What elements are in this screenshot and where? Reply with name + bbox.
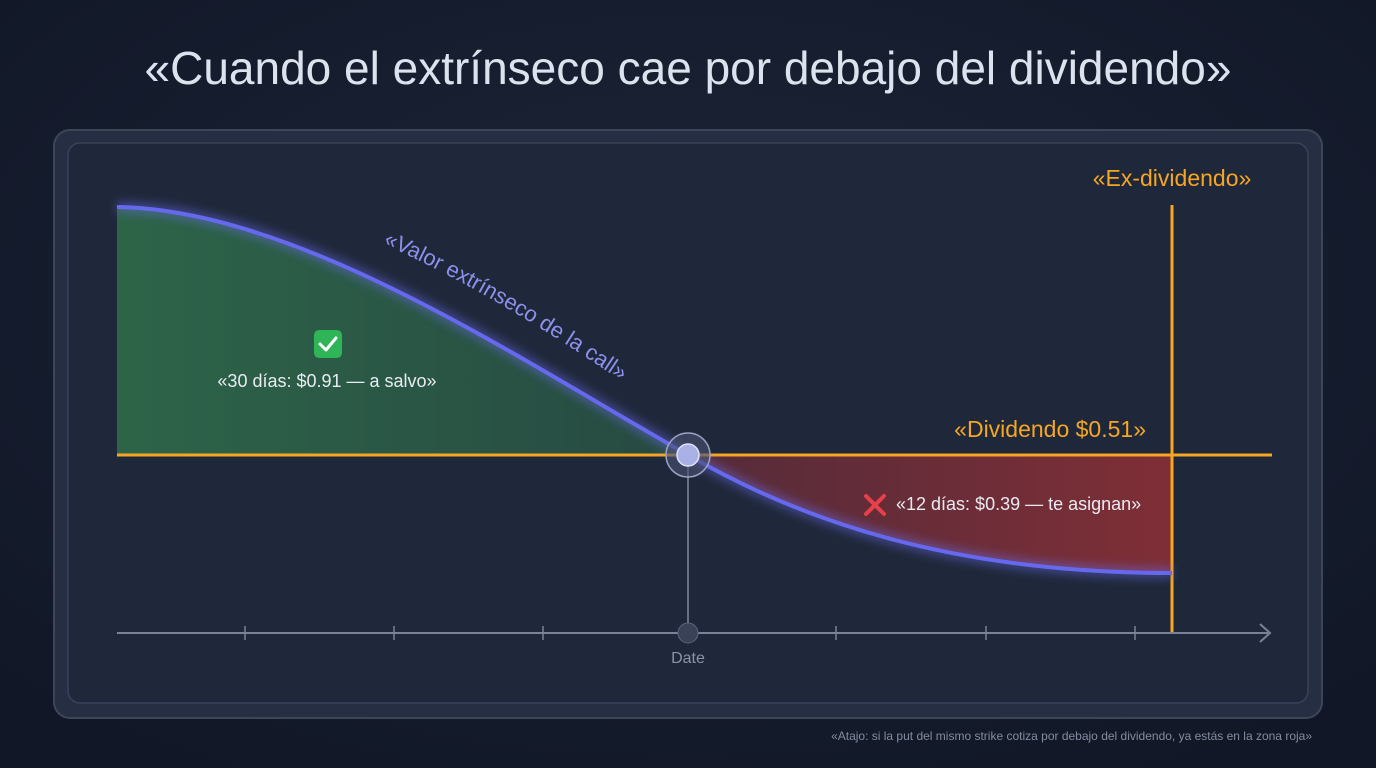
ex-dividend-label: «Ex-dividendo»	[1093, 165, 1252, 191]
risk-area	[688, 455, 1172, 573]
check-mark	[318, 336, 338, 352]
risk-note: «12 días: $0.39 — te asignan»	[896, 494, 1141, 514]
footnote: «Atajo: si la put del mismo strike cotiz…	[831, 729, 1312, 743]
crossing-date-dot	[677, 622, 699, 644]
title: «Cuando el extrínseco cae por debajo del…	[145, 42, 1232, 94]
check-icon	[314, 330, 342, 358]
x-icon	[864, 494, 886, 516]
safe-area	[117, 207, 688, 455]
axis-ticks	[244, 626, 1136, 640]
dividend-label: «Dividendo $0.51»	[954, 416, 1146, 442]
crossing-point	[676, 443, 700, 467]
safe-note: «30 días: $0.91 — a salvo»	[217, 371, 436, 391]
x-axis-label: Date	[671, 650, 705, 667]
axis-arrow	[1259, 623, 1272, 643]
